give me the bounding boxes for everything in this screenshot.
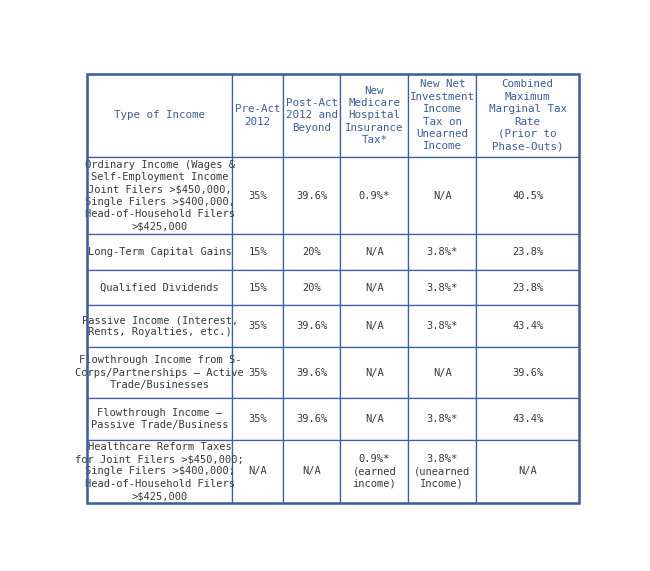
Bar bbox=[283, 398, 341, 440]
Text: 0.9%*
(earned
income): 0.9%* (earned income) bbox=[352, 454, 396, 489]
Text: 39.6%: 39.6% bbox=[296, 321, 328, 331]
Text: 3.8%*: 3.8%* bbox=[426, 283, 458, 292]
Bar bbox=[87, 270, 232, 305]
Text: 35%: 35% bbox=[248, 321, 267, 331]
Text: N/A: N/A bbox=[365, 283, 383, 292]
Bar bbox=[87, 398, 232, 440]
Bar bbox=[232, 74, 283, 157]
Text: N/A: N/A bbox=[518, 467, 537, 476]
Text: 35%: 35% bbox=[248, 368, 267, 377]
Text: Ordinary Income (Wages &
Self-Employment Income
Joint Filers >$450,000,
Single F: Ordinary Income (Wages & Self-Employment… bbox=[84, 160, 235, 232]
Text: 15%: 15% bbox=[248, 247, 267, 257]
Text: Qualified Dividends: Qualified Dividends bbox=[101, 283, 219, 292]
Bar bbox=[341, 347, 408, 398]
Text: Passive Income (Interest,
Rents, Royalties, etc.): Passive Income (Interest, Rents, Royalti… bbox=[82, 315, 238, 337]
Bar bbox=[283, 347, 341, 398]
Bar bbox=[341, 270, 408, 305]
Bar bbox=[341, 74, 408, 157]
Text: 39.6%: 39.6% bbox=[296, 414, 328, 424]
Text: N/A: N/A bbox=[365, 414, 383, 424]
Bar bbox=[232, 235, 283, 270]
Bar bbox=[476, 157, 579, 235]
Text: 39.6%: 39.6% bbox=[296, 368, 328, 377]
Bar bbox=[232, 270, 283, 305]
Bar bbox=[476, 305, 579, 347]
Text: 3.8%*: 3.8%* bbox=[426, 247, 458, 257]
Bar bbox=[408, 157, 476, 235]
Bar bbox=[341, 157, 408, 235]
Bar bbox=[408, 347, 476, 398]
Bar bbox=[408, 440, 476, 503]
Text: 23.8%: 23.8% bbox=[512, 283, 543, 292]
Text: 3.8%*
(unearned
Income): 3.8%* (unearned Income) bbox=[414, 454, 471, 489]
Text: N/A: N/A bbox=[433, 191, 452, 200]
Bar bbox=[87, 347, 232, 398]
Text: 3.8%*: 3.8%* bbox=[426, 414, 458, 424]
Text: N/A: N/A bbox=[365, 368, 383, 377]
Bar bbox=[283, 235, 341, 270]
Bar bbox=[408, 74, 476, 157]
Bar bbox=[283, 74, 341, 157]
Bar bbox=[341, 235, 408, 270]
Bar bbox=[283, 440, 341, 503]
Bar bbox=[232, 305, 283, 347]
Text: 20%: 20% bbox=[302, 283, 321, 292]
Bar bbox=[232, 157, 283, 235]
Bar bbox=[87, 235, 232, 270]
Text: Pre-Act
2012: Pre-Act 2012 bbox=[235, 104, 280, 127]
Text: 0.9%*: 0.9%* bbox=[359, 191, 390, 200]
Bar bbox=[232, 398, 283, 440]
Bar bbox=[87, 74, 232, 157]
Text: Combined
Maximum
Marginal Tax
Rate
(Prior to
Phase-Outs): Combined Maximum Marginal Tax Rate (Prio… bbox=[489, 79, 567, 151]
Text: N/A: N/A bbox=[365, 247, 383, 257]
Text: Healthcare Reform Taxes
for Joint Filers >$450,000;
Single Filers >$400,000;
Hea: Healthcare Reform Taxes for Joint Filers… bbox=[75, 441, 244, 501]
Text: 15%: 15% bbox=[248, 283, 267, 292]
Text: 20%: 20% bbox=[302, 247, 321, 257]
Bar bbox=[476, 74, 579, 157]
Text: 39.6%: 39.6% bbox=[512, 368, 543, 377]
Text: N/A: N/A bbox=[433, 368, 452, 377]
Text: Type of Income: Type of Income bbox=[114, 110, 205, 120]
Bar bbox=[87, 157, 232, 235]
Bar bbox=[283, 157, 341, 235]
Text: New Net
Investment
Income
Tax on
Unearned
Income: New Net Investment Income Tax on Unearne… bbox=[410, 79, 474, 151]
Text: 35%: 35% bbox=[248, 414, 267, 424]
Bar bbox=[87, 440, 232, 503]
Bar bbox=[232, 347, 283, 398]
Bar bbox=[341, 440, 408, 503]
Bar bbox=[87, 305, 232, 347]
Text: Long-Term Capital Gains: Long-Term Capital Gains bbox=[88, 247, 231, 257]
Text: Flowthrough Income —
Passive Trade/Business: Flowthrough Income — Passive Trade/Busin… bbox=[91, 408, 229, 430]
Text: New
Medicare
Hospital
Insurance
Tax*: New Medicare Hospital Insurance Tax* bbox=[345, 86, 404, 145]
Bar bbox=[476, 235, 579, 270]
Text: N/A: N/A bbox=[365, 321, 383, 331]
Text: 3.8%*: 3.8%* bbox=[426, 321, 458, 331]
Text: N/A: N/A bbox=[302, 467, 321, 476]
Bar bbox=[476, 270, 579, 305]
Bar bbox=[408, 270, 476, 305]
Bar bbox=[476, 347, 579, 398]
Text: 43.4%: 43.4% bbox=[512, 321, 543, 331]
Bar bbox=[476, 398, 579, 440]
Bar bbox=[341, 305, 408, 347]
Bar bbox=[283, 305, 341, 347]
Text: N/A: N/A bbox=[248, 467, 267, 476]
Bar bbox=[476, 440, 579, 503]
Text: 35%: 35% bbox=[248, 191, 267, 200]
Bar bbox=[408, 235, 476, 270]
Text: 23.8%: 23.8% bbox=[512, 247, 543, 257]
Bar bbox=[283, 270, 341, 305]
Bar bbox=[341, 398, 408, 440]
Text: Flowthrough Income from S-
Corps/Partnerships — Active
Trade/Businesses: Flowthrough Income from S- Corps/Partner… bbox=[75, 355, 244, 390]
Text: 43.4%: 43.4% bbox=[512, 414, 543, 424]
Bar bbox=[408, 305, 476, 347]
Text: Post-Act
2012 and
Beyond: Post-Act 2012 and Beyond bbox=[286, 98, 338, 133]
Text: 40.5%: 40.5% bbox=[512, 191, 543, 200]
Bar bbox=[408, 398, 476, 440]
Text: 39.6%: 39.6% bbox=[296, 191, 328, 200]
Bar bbox=[232, 440, 283, 503]
